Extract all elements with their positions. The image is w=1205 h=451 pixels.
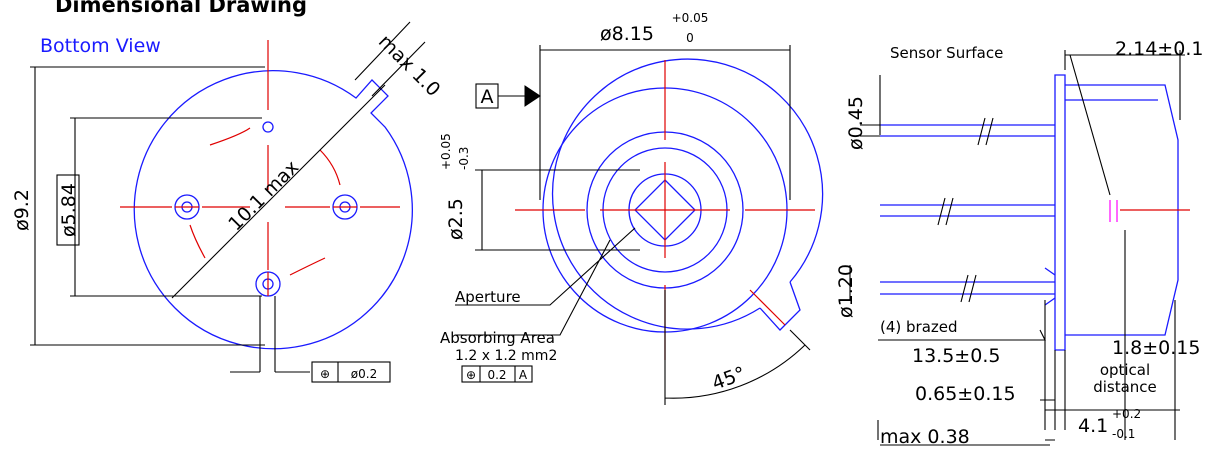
dim-text: ø1.20 (835, 264, 857, 318)
label: optical (1100, 361, 1150, 379)
line-art (553, 59, 823, 329)
dim-text: ø5.84 (58, 183, 80, 237)
label: Absorbing Area (440, 329, 555, 347)
dim-text: ø2.5 (445, 198, 467, 240)
line-art (134, 71, 412, 349)
label: Sensor Surface (890, 44, 1003, 62)
dim-text: 4.1 (1078, 415, 1108, 437)
line-art (1110, 200, 1117, 222)
tolerance: -0.3 (457, 147, 471, 170)
datum: A (481, 86, 494, 108)
line-art (30, 67, 385, 372)
dim-text: ø8.15 (600, 23, 654, 45)
view-label: Bottom View (40, 35, 161, 57)
drawing: Dimensional Drawing Bottom View ø9.2 ø5.… (0, 0, 1205, 451)
dim-text: 2.14±0.1 (1115, 38, 1203, 60)
front-view: ø8.15 +0.05 0 A ø2.5 +0.05 -0.3 Aperture… (439, 11, 823, 405)
tolerance: +0.05 (439, 133, 453, 170)
label: Aperture (455, 288, 521, 306)
line-art (938, 118, 993, 302)
dim-text: 1.8±0.15 (1112, 337, 1200, 359)
line-art (498, 86, 540, 106)
tolerance: 0.2 (487, 368, 506, 382)
line-art (263, 122, 273, 132)
label: (4) brazed (880, 318, 958, 336)
dim-text: 10.1 max (224, 156, 303, 235)
dim-text: max 1.0 (374, 31, 444, 101)
symbol: ⊕ (466, 368, 476, 382)
dim-text: max 0.38 (880, 426, 970, 448)
tolerance: 0 (686, 31, 694, 45)
tolerance: +0.05 (672, 11, 709, 25)
dim-text: 0.65±0.15 (915, 383, 1016, 405)
symbol: ⊕ (320, 367, 330, 381)
bottom-view: Bottom View ø9.2 ø5.84 10.1 max max 1.0 … (11, 22, 444, 382)
datum: A (519, 368, 528, 382)
dim-text: ø9.2 (11, 189, 33, 231)
tolerance: -0.1 (1112, 427, 1135, 441)
dim-text: 13.5±0.5 (912, 345, 1000, 367)
label: 1.2 x 1.2 mm2 (455, 348, 557, 364)
title: Dimensional Drawing (55, 0, 307, 17)
angle: 45° (709, 363, 748, 395)
line-art (120, 40, 400, 296)
dim-value: ø8.15 (600, 23, 654, 45)
tolerance: ø0.2 (351, 367, 377, 381)
dim-text: ø0.45 (845, 96, 867, 150)
label: distance (1093, 378, 1157, 396)
side-view: Sensor Surface 2.14±0.1 ø0.45 ø1.20 (4) … (835, 38, 1203, 448)
line-art (665, 290, 810, 405)
tolerance: +0.2 (1112, 407, 1141, 421)
